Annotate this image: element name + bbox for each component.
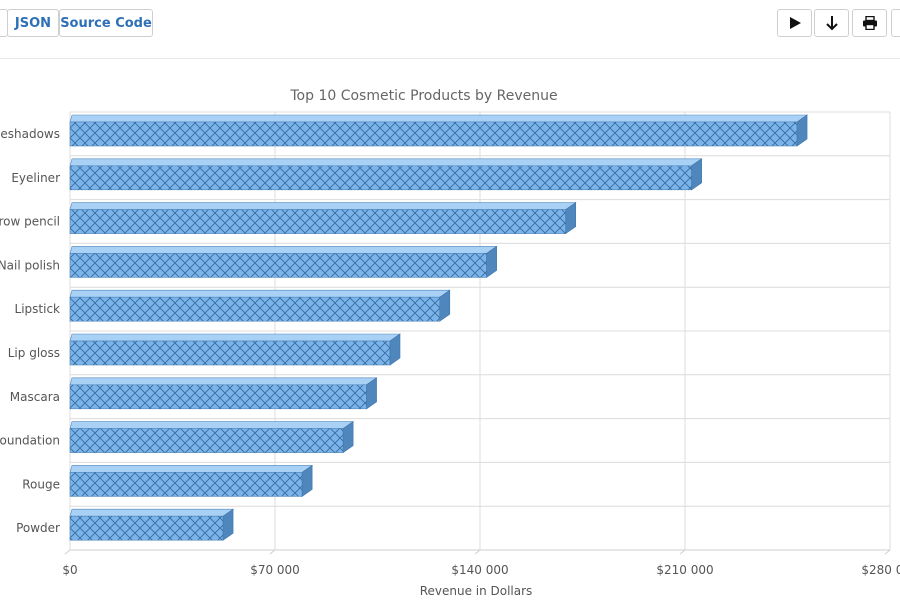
- bars: [69, 114, 809, 541]
- bar: [69, 421, 355, 454]
- chart-toolbar: JSON Source Code: [0, 0, 900, 59]
- play-button[interactable]: [777, 9, 812, 37]
- category-label: Foundation: [0, 434, 60, 448]
- category-label: Lipstick: [15, 302, 61, 316]
- category-label: Mascara: [10, 390, 60, 404]
- arrow-down-icon: [825, 16, 838, 31]
- bar: [69, 333, 401, 366]
- tick-mark: [269, 549, 276, 555]
- category-label: Eyebrow pencil: [0, 215, 60, 229]
- x-tick-label: $0: [62, 563, 77, 577]
- x-tick-label: $70 000: [250, 563, 300, 577]
- bar: [69, 508, 235, 541]
- tick-mark: [64, 549, 71, 555]
- x-axis-label: Revenue in Dollars: [420, 584, 533, 598]
- tick-mark: [884, 549, 891, 555]
- json-button[interactable]: JSON: [7, 9, 59, 37]
- more-button[interactable]: [891, 9, 900, 37]
- category-label: Rouge: [22, 477, 60, 491]
- bar-chart: Top 10 Cosmetic Products by Revenue Eyes…: [0, 88, 900, 598]
- bar: [69, 377, 378, 410]
- category-label: Lip gloss: [8, 346, 60, 360]
- printer-icon: [862, 16, 877, 30]
- bar: [69, 245, 498, 278]
- bar: [69, 114, 809, 147]
- category-labels: Eyeshadows Eyeliner Eyebrow pencil Nail pol…: [0, 127, 60, 535]
- chart-title: Top 10 Cosmetic Products by Revenue: [289, 88, 557, 104]
- x-tick-label: $210 000: [656, 563, 713, 577]
- bar: [69, 158, 703, 191]
- tick-mark: [474, 549, 481, 555]
- category-label: Eyeliner: [11, 171, 60, 185]
- source-code-button[interactable]: Source Code: [59, 9, 153, 37]
- tick-mark: [679, 549, 686, 555]
- bar: [69, 289, 451, 322]
- x-tick-label: $280 000: [861, 563, 900, 577]
- x-tick-labels: $0 $70 000 $140 000 $210 000 $280 000: [62, 563, 900, 577]
- bar: [69, 202, 577, 235]
- print-button[interactable]: [852, 9, 887, 37]
- category-label: Nail polish: [0, 258, 60, 272]
- x-tick-label: $140 000: [451, 563, 508, 577]
- play-icon: [789, 17, 801, 29]
- category-label: Eyeshadows: [0, 127, 60, 141]
- bar: [69, 464, 314, 497]
- download-button[interactable]: [814, 9, 849, 37]
- category-label: Powder: [16, 521, 60, 535]
